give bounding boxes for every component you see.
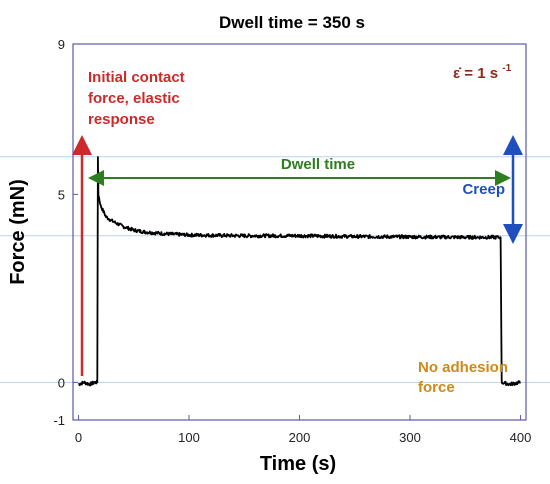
annotation-no-adhesion-line-1: No adhesion xyxy=(418,359,508,376)
x-tick-label: 200 xyxy=(289,430,311,445)
x-axis-label: Time (s) xyxy=(260,453,336,475)
y-tick-label: 5 xyxy=(58,187,65,202)
annotation-strain-rate: ε̇ = 1 s -1 xyxy=(453,63,512,82)
x-tick-label: 300 xyxy=(399,430,421,445)
axis-ticks: 0 100 200 300 400 -1 0 5 9 xyxy=(53,37,531,445)
y-tick-label: 0 xyxy=(58,375,65,390)
strain-rate-label: ε̇ = 1 s xyxy=(453,65,498,82)
chart-title: Dwell time = 350 s xyxy=(219,13,365,32)
annotation-no-adhesion-line-2: force xyxy=(418,379,455,396)
annotation-no-adhesion: No adhesion force xyxy=(418,359,512,396)
annotation-creep: Creep xyxy=(462,181,505,198)
x-tick-label: 100 xyxy=(178,430,200,445)
series-layer xyxy=(78,156,521,387)
annotation-initial-contact-line-3: response xyxy=(88,111,155,128)
series-0-line xyxy=(78,156,521,387)
annotation-dwell-time: Dwell time xyxy=(281,156,355,173)
annotation-initial-contact: Initial contact force, elastic response xyxy=(88,69,189,128)
annotation-initial-contact-line-1: Initial contact xyxy=(88,69,185,86)
y-tick-label: -1 xyxy=(53,413,65,428)
y-axis-label: Force (mN) xyxy=(7,179,29,285)
x-tick-label: 400 xyxy=(510,430,532,445)
y-tick-label: 9 xyxy=(58,37,65,52)
annotation-initial-contact-line-2: force, elastic xyxy=(88,90,180,107)
x-tick-label: 0 xyxy=(75,430,82,445)
strain-rate-exponent: -1 xyxy=(502,63,511,74)
